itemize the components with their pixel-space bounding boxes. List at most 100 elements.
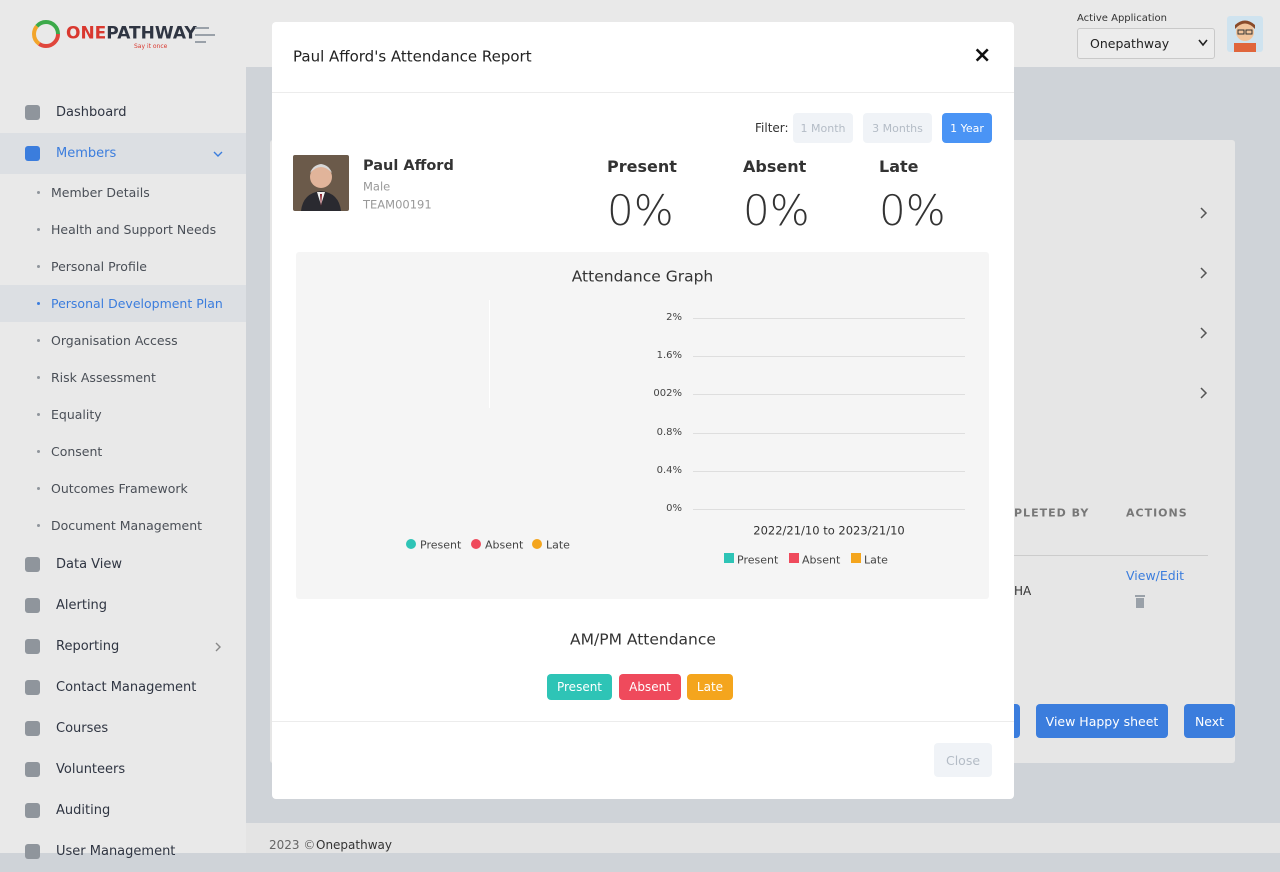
- select-caret: [1198, 39, 1208, 47]
- legend-label: Absent: [802, 553, 841, 567]
- y-tick-label: 0002%: [654, 388, 682, 400]
- submenu-item[interactable]: Organisation Access: [0, 322, 246, 359]
- stat-label: Present: [607, 157, 677, 176]
- bar-ticks: 2% 1.6% 0002% 0.8% 0.4% 0%: [654, 252, 684, 599]
- submenu-item[interactable]: Risk Assessment: [0, 359, 246, 396]
- y-tick-label: 0.8%: [656, 426, 682, 438]
- completed-by: HA: [1014, 584, 1032, 598]
- legend-dot: [471, 539, 481, 549]
- submenu-item[interactable]: Outcomes Framework: [0, 470, 246, 507]
- submenu-item[interactable]: Personal Development Plan: [0, 285, 246, 322]
- grid-line: [693, 432, 965, 434]
- submenu-label: Document Management: [51, 518, 203, 533]
- legend-dot: [532, 539, 542, 549]
- chevron-line: [215, 642, 221, 651]
- app-select[interactable]: Onepathway: [1077, 28, 1215, 59]
- submenu-bullet: [37, 265, 40, 268]
- menu-toggle[interactable]: [195, 26, 217, 44]
- menu-label: User Management: [56, 844, 176, 859]
- legend-square: [789, 553, 799, 563]
- menu-item[interactable]: Data View: [0, 544, 246, 585]
- menu: Dashboard Members Member Details Health and…: [0, 92, 246, 872]
- app-select-value: Onepathway: [1090, 35, 1170, 51]
- menu-item[interactable]: Volunteers: [0, 749, 246, 790]
- submenu-label: Outcomes Framework: [51, 481, 188, 496]
- menu-icon: [25, 639, 40, 654]
- legend-label: Present: [737, 553, 779, 567]
- user-avatar[interactable]: [1227, 16, 1263, 52]
- submenu-bullet: [37, 191, 40, 194]
- menu-item[interactable]: Auditing: [0, 790, 246, 831]
- submenu-label: Health and Support Needs: [51, 222, 217, 237]
- next-button[interactable]: Next: [1184, 704, 1235, 738]
- menu-icon: [25, 803, 40, 818]
- submenu-label: Member Details: [51, 185, 150, 200]
- grid-line: [693, 509, 965, 510]
- menu-item[interactable]: User Management: [0, 831, 246, 872]
- close-button[interactable]: Close: [934, 743, 992, 777]
- grid-line: [693, 318, 965, 319]
- footer-bar: [246, 823, 1280, 853]
- y-tick-label: 0.4%: [656, 464, 682, 476]
- modal-divider: [272, 92, 1014, 93]
- sidebar: ONEPATHWAY Say it once Dashboard Members M…: [0, 0, 246, 859]
- submenu-item[interactable]: Consent: [0, 433, 246, 470]
- y-tick-label: 0%: [666, 503, 682, 514]
- footer-brand: Onepathway: [316, 838, 392, 852]
- submenu-item[interactable]: Member Details: [0, 174, 246, 211]
- legend-label: Late: [546, 538, 570, 552]
- profile-photo: [293, 155, 349, 211]
- delete-icon[interactable]: [1135, 595, 1145, 609]
- profile-id: TEAM00191: [363, 197, 432, 212]
- brand: ONEPATHWAY: [66, 25, 197, 43]
- legend-square: [724, 553, 734, 563]
- submenu-item[interactable]: Health and Support Needs: [0, 211, 246, 248]
- menu-label: Auditing: [56, 803, 111, 818]
- chevron: [213, 151, 223, 157]
- menu-item[interactable]: Reporting: [0, 626, 246, 667]
- menu-icon: [25, 680, 40, 695]
- submenu-bullet: [37, 450, 40, 453]
- profile-name: Paul Afford: [363, 157, 454, 174]
- graph-card: Attendance Graph Present Absent Late 2% 1…: [296, 252, 989, 599]
- modal: Paul Afford's Attendance Report × Filter…: [272, 22, 1014, 799]
- menu-label: Volunteers: [56, 762, 126, 777]
- menu-item[interactable]: Dashboard: [0, 92, 246, 133]
- menu-label: Dashboard: [56, 105, 127, 120]
- stat-value: 0%: [607, 186, 674, 235]
- filter-button[interactable]: 1 Month: [793, 113, 853, 143]
- menu-icon: [25, 721, 40, 736]
- modal-divider: [272, 721, 1014, 722]
- view-edit-link[interactable]: View/Edit: [1126, 567, 1185, 583]
- badge-absent: Absent: [619, 674, 681, 700]
- profile-gender: Male: [363, 179, 391, 194]
- submenu-item[interactable]: Personal Profile: [0, 248, 246, 285]
- y-tick-label: 1.6%: [656, 350, 682, 362]
- menu-item[interactable]: Alerting: [0, 585, 246, 626]
- submenu-label: Consent: [51, 444, 103, 459]
- happy-sheet-button[interactable]: View Happy sheet: [1036, 704, 1168, 738]
- stat-label: Late: [879, 157, 919, 176]
- filter-button[interactable]: 3 Months: [863, 113, 932, 143]
- menu-item[interactable]: Members: [0, 133, 246, 174]
- submenu-bullet: [37, 228, 40, 231]
- submenu-item[interactable]: Equality: [0, 396, 246, 433]
- menu-label: Members: [56, 146, 117, 161]
- brand-tagline: Say it once: [134, 43, 168, 50]
- submenu-label: Equality: [51, 407, 102, 422]
- app-label: Active Application: [1077, 13, 1167, 24]
- logo-mark: [32, 20, 60, 48]
- partial-button[interactable]: [1014, 704, 1020, 738]
- menu-item[interactable]: Contact Management: [0, 667, 246, 708]
- pie-axis: [489, 300, 490, 408]
- modal-close[interactable]: ×: [973, 43, 992, 68]
- stat-value: 0%: [879, 186, 946, 235]
- submenu-bullet: [37, 302, 40, 305]
- submenu-item[interactable]: Document Management: [0, 507, 246, 544]
- menu-label: Courses: [56, 721, 109, 736]
- menu-item[interactable]: Courses: [0, 708, 246, 749]
- menu-label: Data View: [56, 557, 123, 572]
- filter-button-active[interactable]: 1 Year: [942, 113, 992, 143]
- filter-label: Filter:: [755, 121, 789, 135]
